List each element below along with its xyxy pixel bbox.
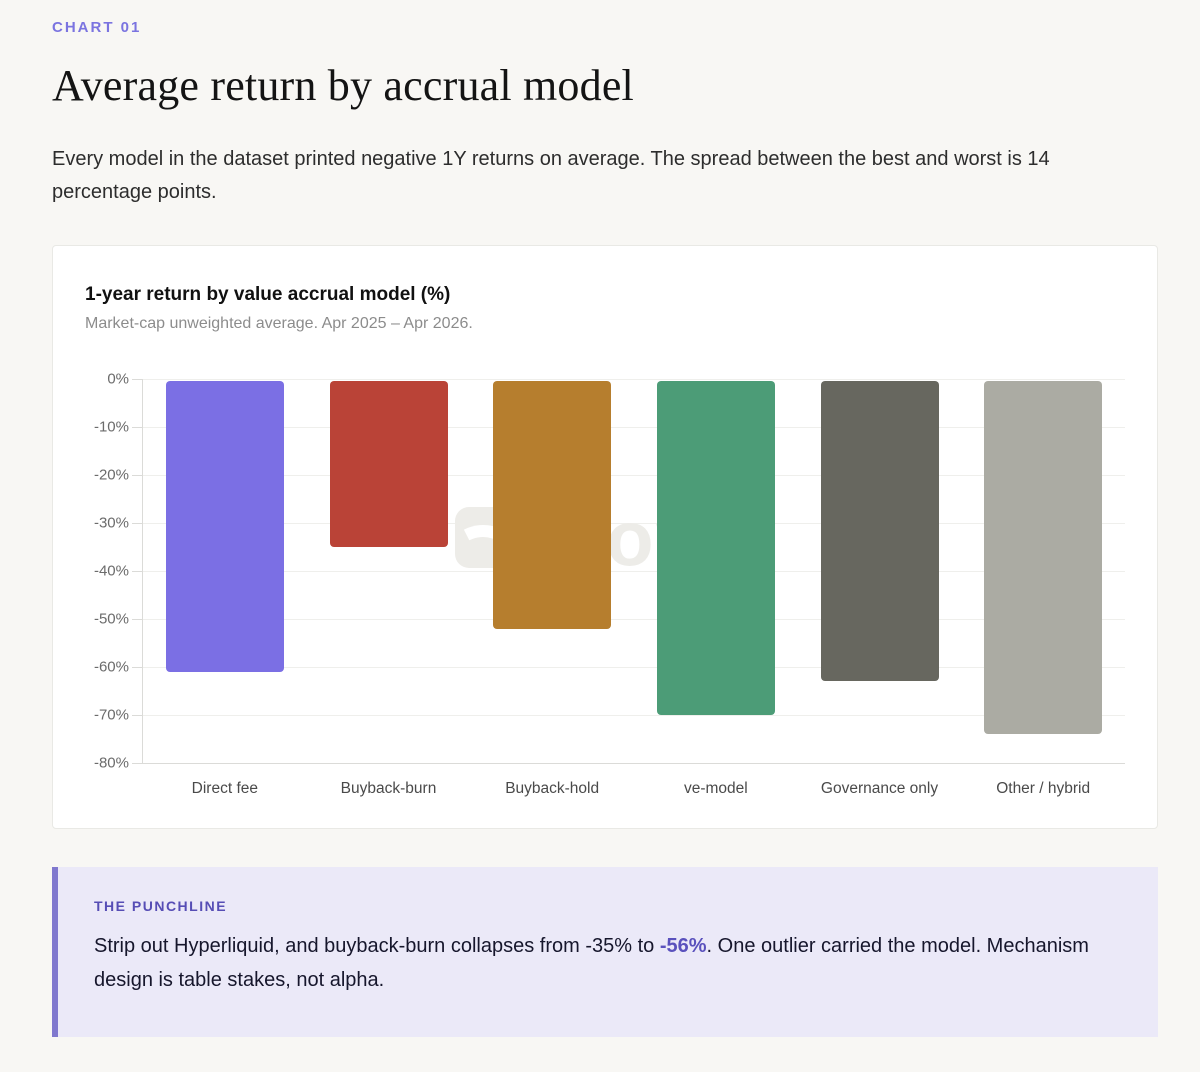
- punchline-text: Strip out Hyperliquid, and buyback-burn …: [94, 929, 1089, 997]
- y-axis-tick: [132, 523, 142, 524]
- x-axis-label: Direct fee: [191, 780, 258, 797]
- chart-eyebrow: CHART 01: [52, 19, 142, 36]
- y-axis-tick: [132, 475, 142, 476]
- gridline: [143, 571, 1125, 572]
- gridline: [143, 379, 1125, 380]
- punchline-highlight-value: -56%: [659, 935, 707, 957]
- bar-direct-fee: [165, 381, 284, 672]
- gridline: [143, 523, 1125, 524]
- y-axis-label: -50%: [93, 610, 129, 628]
- chart-card: 1-year return by value accrual model (%)…: [52, 245, 1158, 829]
- punchline-callout: THE PUNCHLINE Strip out Hyperliquid, and…: [52, 867, 1158, 1037]
- y-axis-tick: [132, 715, 142, 716]
- y-axis-label: -70%: [93, 706, 129, 724]
- punchline-text-after: . One outlier carried the model. Mechani…: [94, 935, 1089, 991]
- bar-chart-plot-area: ov 0% -10% -20% -30% -40% -50% -60% -70% -80% Dir…: [94, 371, 1125, 797]
- y-axis-tick: [132, 427, 142, 428]
- gridline: [143, 475, 1125, 476]
- bar-governance-only: [820, 381, 939, 682]
- x-axis-label: ve-model: [683, 780, 748, 797]
- y-axis-label: -40%: [93, 562, 129, 580]
- y-axis-label: -30%: [93, 514, 129, 532]
- punchline-text-before: Strip out Hyperliquid, and buyback-burn …: [94, 935, 660, 957]
- x-axis-label: Governance only: [820, 780, 939, 797]
- y-axis-tick: [132, 667, 142, 668]
- x-axis-label: Buyback-burn: [340, 780, 437, 797]
- y-axis-label: 0%: [107, 370, 129, 388]
- punchline-label: THE PUNCHLINE: [94, 898, 228, 914]
- report-page: CHART 01 Average return by accrual model…: [0, 0, 1200, 1037]
- bar-buyback-burn: [329, 381, 448, 547]
- x-axis-label: Other / hybrid: [996, 780, 1091, 797]
- page-title: Average return by accrual model: [52, 61, 634, 110]
- y-axis-label: -10%: [93, 418, 129, 436]
- gridline: [143, 667, 1125, 668]
- y-axis-label: -80%: [93, 754, 129, 772]
- y-axis-tick: [132, 763, 142, 764]
- x-axis-label: Buyback-hold: [505, 780, 600, 797]
- chart-title: 1-year return by value accrual model (%): [85, 284, 451, 305]
- y-axis-label: -60%: [93, 658, 129, 676]
- bar-ve-model: [656, 381, 775, 715]
- chart-subtitle: Market-cap unweighted average. Apr 2025 …: [85, 315, 473, 332]
- bar-buyback-hold: [493, 381, 612, 629]
- gridline: [143, 619, 1125, 620]
- y-axis-tick: [132, 619, 142, 620]
- bar-other-hybrid: [984, 381, 1103, 735]
- y-axis-tick: [132, 571, 142, 572]
- y-axis-tick: [132, 379, 142, 380]
- gridline: [143, 427, 1125, 428]
- y-axis-label: -20%: [93, 466, 129, 484]
- gridline: [143, 715, 1125, 716]
- page-description: Every model in the dataset printed negat…: [52, 148, 1050, 203]
